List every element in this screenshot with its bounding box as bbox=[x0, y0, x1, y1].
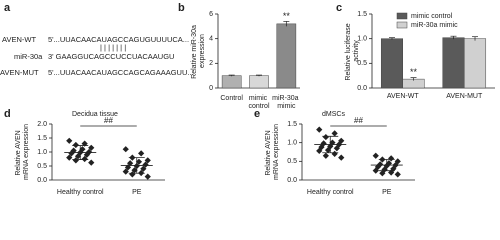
row-label: miR-30a bbox=[14, 52, 43, 61]
y-tick-label: 1.5 bbox=[287, 121, 297, 128]
y-tick-label: 0.0 bbox=[37, 177, 47, 184]
panel-label: a bbox=[4, 2, 11, 14]
x-tick-label: AVEN-WT bbox=[387, 93, 419, 100]
data-point bbox=[83, 151, 90, 158]
comparison-label: ## bbox=[354, 116, 363, 125]
figure: a AVEN-WT 5'...UUACAACAUAGCCAGUGUUUUCA..… bbox=[0, 2, 495, 196]
data-point bbox=[66, 137, 73, 144]
y-tick-label: 1.5 bbox=[357, 11, 367, 18]
data-point bbox=[122, 146, 129, 153]
data-point bbox=[394, 171, 401, 178]
legend-swatch bbox=[396, 21, 408, 29]
x-tick-label: AVEN-MUT bbox=[446, 93, 483, 100]
y-tick-label: 6 bbox=[209, 11, 213, 18]
y-tick-label: 2.0 bbox=[37, 121, 47, 128]
legend-label: miR-30a mimic bbox=[411, 22, 458, 29]
x-tick-label: PE bbox=[382, 189, 392, 196]
data-point bbox=[322, 152, 329, 159]
x-tick-label: mimic control bbox=[248, 95, 269, 110]
data-point bbox=[322, 133, 329, 141]
data-point bbox=[138, 150, 145, 157]
chart-title: Decidua tissue bbox=[72, 111, 118, 118]
chart-title: dMSCs bbox=[322, 111, 345, 118]
bar bbox=[221, 75, 242, 89]
y-tick-label: 0.5 bbox=[287, 158, 297, 165]
legend-swatch bbox=[396, 12, 408, 20]
row-label: AVEN-MUT bbox=[0, 68, 39, 77]
data-point bbox=[129, 171, 136, 178]
bar bbox=[380, 38, 404, 89]
y-tick-label: 0.0 bbox=[357, 85, 367, 92]
panel-label: b bbox=[178, 2, 185, 14]
panel-label: d bbox=[4, 108, 11, 120]
x-tick-label: PE bbox=[132, 189, 142, 196]
data-point bbox=[324, 147, 332, 154]
data-point bbox=[74, 153, 82, 160]
y-tick-label: 1.0 bbox=[37, 149, 47, 156]
data-point bbox=[372, 152, 379, 159]
y-axis-label: Relative AVEN mRNA expression bbox=[15, 124, 30, 180]
y-axis-label: Relative AVEN mRNA expression bbox=[265, 124, 280, 180]
data-point bbox=[318, 144, 325, 151]
x-tick-label: Healthy control bbox=[307, 189, 354, 196]
pairing: | | | | | | | bbox=[100, 43, 126, 52]
data-point bbox=[88, 144, 95, 151]
y-axis-label: Relative miR-30a expression bbox=[191, 23, 206, 79]
data-point bbox=[338, 154, 345, 161]
y-tick-label: 4 bbox=[209, 36, 213, 43]
x-tick-label: Healthy control bbox=[57, 189, 104, 196]
bar bbox=[276, 23, 297, 89]
data-point bbox=[88, 159, 95, 166]
y-tick-label: 0.0 bbox=[287, 177, 297, 184]
bar bbox=[464, 38, 487, 89]
data-point bbox=[333, 145, 340, 152]
data-point bbox=[144, 173, 151, 180]
data-point bbox=[372, 167, 379, 174]
data-point bbox=[144, 157, 151, 164]
significance: ** bbox=[410, 67, 418, 77]
y-tick-label: 1.5 bbox=[37, 135, 47, 142]
sequence: 3' GAAGGUCAGCCUCCUACAAUGU bbox=[48, 52, 174, 61]
row-label: AVEN-WT bbox=[2, 35, 36, 44]
y-tick-label: 0.5 bbox=[37, 163, 47, 170]
data-point bbox=[81, 155, 88, 163]
y-tick-label: 2 bbox=[209, 60, 213, 67]
x-tick-label: miR-30a mimic bbox=[272, 95, 300, 110]
y-axis-label: Relative luciferase activity bbox=[345, 21, 360, 80]
y-tick-label: 1.0 bbox=[357, 36, 367, 43]
bar bbox=[249, 75, 269, 89]
sequence: 5'...UUACAACAUAGCCAGUGUUUUCA... bbox=[48, 35, 189, 44]
panel-label: e bbox=[254, 108, 260, 120]
legend-label: mimic control bbox=[411, 13, 453, 20]
y-tick-label: 0 bbox=[209, 85, 213, 92]
data-point bbox=[72, 141, 79, 149]
data-point bbox=[131, 167, 138, 174]
data-point bbox=[122, 168, 129, 175]
comparison-label: ## bbox=[104, 116, 113, 125]
sequence: 5'...UUACAACAUAGCCAGCAGAAAGUU... bbox=[48, 68, 194, 77]
data-point bbox=[316, 126, 323, 133]
bar bbox=[442, 37, 465, 89]
data-point bbox=[316, 147, 323, 154]
data-point bbox=[331, 150, 338, 157]
significance: ** bbox=[283, 11, 291, 21]
data-point bbox=[135, 158, 143, 165]
y-tick-label: 1.0 bbox=[287, 140, 297, 147]
y-tick-label: 0.5 bbox=[357, 60, 367, 67]
x-tick-label: Control bbox=[220, 95, 243, 102]
panel-label: c bbox=[336, 2, 342, 14]
data-point bbox=[331, 130, 338, 137]
data-point bbox=[66, 154, 73, 161]
